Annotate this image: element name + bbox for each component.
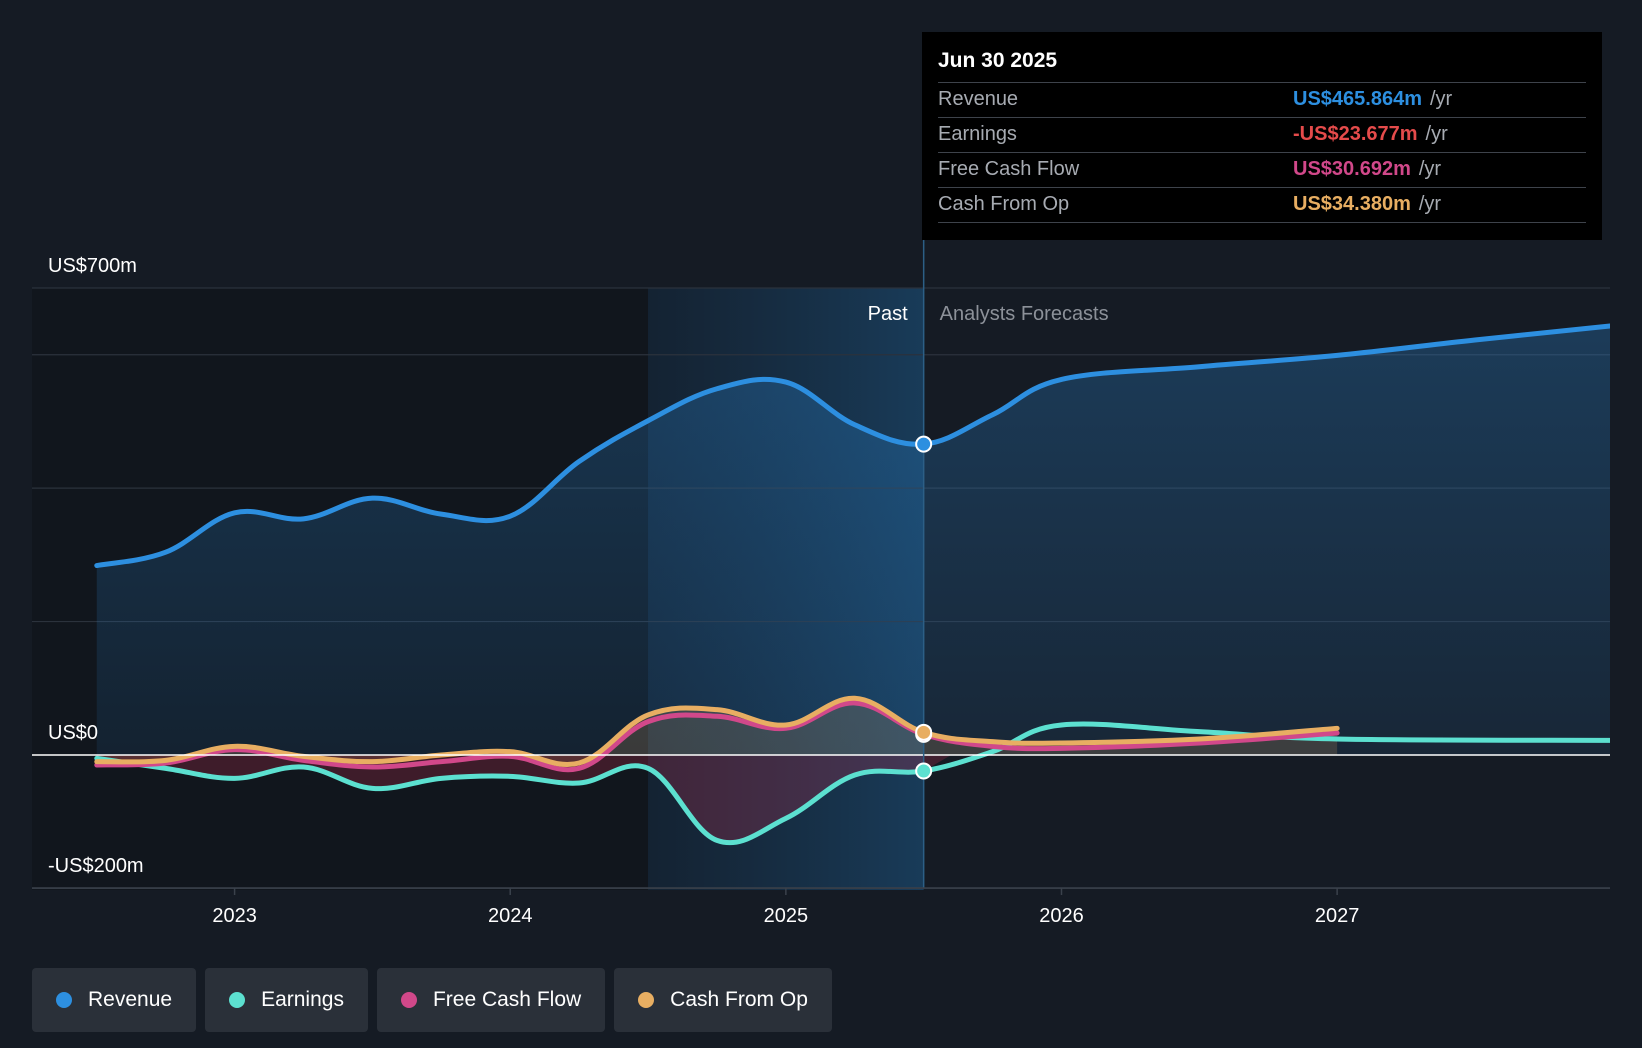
earnings-marker[interactable] [915,762,933,780]
tooltip-row-unit: /yr [1429,88,1453,110]
tooltip-row-unit: /yr [1418,158,1442,180]
legend-dot-icon [400,992,417,1008]
tooltip-row-value: US$465.864m [1293,88,1422,110]
revenue-line [94,323,1610,569]
free-cash-flow-line [94,700,1340,773]
tooltip-row-name: Revenue [938,88,1019,110]
earnings-negative-area [96,755,952,843]
tooltip-rows: Revenue US$465.864m/yr Earnings -US$23.677m… [938,82,1586,223]
legend-label: Cash From Op [670,988,808,1011]
tooltip-row-name: Free Cash Flow [938,158,1080,180]
x-tick-label: 2025 [764,905,809,927]
legend-item-revenue[interactable]: Revenue [32,968,197,1032]
y-label-top: US$700m [48,255,137,277]
data-tooltip: Jun 30 2025 Revenue US$465.864m/yr Earning… [922,32,1602,240]
x-axis-ticks: 2023 2024 2025 2026 2027 [32,887,1610,927]
tooltip-row: Revenue US$465.864m/yr [938,82,1586,117]
x-tick-label: 2024 [488,905,533,927]
forecast-label: Analysts Forecasts [940,303,1109,325]
marker-layer [915,435,933,780]
tooltip-row-unit: /yr [1418,193,1442,215]
legend-dot-icon [229,992,246,1008]
tooltip-row-name: Earnings [938,123,1017,145]
tooltip-row-value: US$30.692m [1293,158,1411,180]
legend-label: Earnings [261,988,344,1011]
legend-item-cash-from-op[interactable]: Cash From Op [614,968,832,1032]
legend-item-earnings[interactable]: Earnings [205,968,368,1032]
tooltip-row-unit: /yr [1425,123,1448,145]
tooltip-row: Free Cash Flow US$30.692m/yr [938,152,1586,187]
series-layer [94,323,1610,846]
legend-dot-icon [56,992,72,1008]
y-label-zero: US$0 [48,722,98,744]
x-tick-label: 2027 [1315,905,1360,927]
legend-dot-icon [638,992,655,1008]
legend-label: Revenue [88,988,173,1011]
revenue-area [96,326,1610,755]
tooltip-date: Jun 30 2025 [938,49,1058,72]
earnings-line [94,721,1610,846]
x-tick-label: 2026 [1039,905,1084,927]
tooltip-row: Earnings -US$23.677m/yr [938,117,1586,152]
legend-item-free-cash-flow[interactable]: Free Cash Flow [376,968,606,1032]
tooltip-row-value: US$34.380m [1293,193,1411,215]
legend-label: Free Cash Flow [432,988,582,1011]
tooltip-row: Cash From Op US$34.380m/yr [938,187,1586,223]
revenue-marker[interactable] [915,435,933,453]
tooltip-row-name: Cash From Op [938,193,1070,215]
tooltip-row-value: -US$23.677m [1293,123,1418,145]
x-tick-label: 2023 [212,905,257,927]
y-label-bottom: -US$200m [48,855,144,877]
legend: Revenue Earnings Free Cash Flow Cash From O… [32,968,832,1032]
past-label: Past [868,303,908,325]
cash-from-op-marker[interactable] [915,723,933,741]
